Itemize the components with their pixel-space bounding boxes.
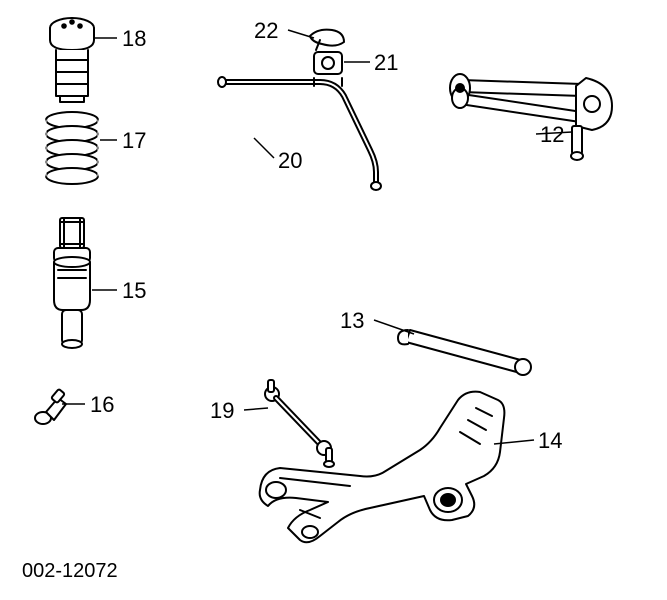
callout-14: 14 <box>538 428 562 454</box>
part-19 <box>265 380 334 467</box>
part-16 <box>35 389 66 424</box>
callout-15: 15 <box>122 278 146 304</box>
part-13 <box>398 330 531 375</box>
part-18 <box>50 18 94 102</box>
callout-13: 13 <box>340 308 364 334</box>
part-17 <box>46 112 98 184</box>
diagram-id: 002-12072 <box>22 560 118 583</box>
callout-16: 16 <box>90 392 114 418</box>
part-12 <box>450 74 612 160</box>
part-15 <box>54 218 90 348</box>
callout-22: 22 <box>254 18 278 44</box>
diagram-svg <box>0 0 667 600</box>
callout-21: 21 <box>374 50 398 76</box>
callout-20: 20 <box>278 148 302 174</box>
callout-17: 17 <box>122 128 146 154</box>
callout-12: 12 <box>540 122 564 148</box>
part-14 <box>260 392 505 543</box>
callout-18: 18 <box>122 26 146 52</box>
callout-19: 19 <box>210 398 234 424</box>
part-22 <box>310 30 344 50</box>
parts-diagram: 18 17 15 16 22 21 20 12 13 19 14 002-120… <box>0 0 667 600</box>
part-21 <box>314 52 342 74</box>
